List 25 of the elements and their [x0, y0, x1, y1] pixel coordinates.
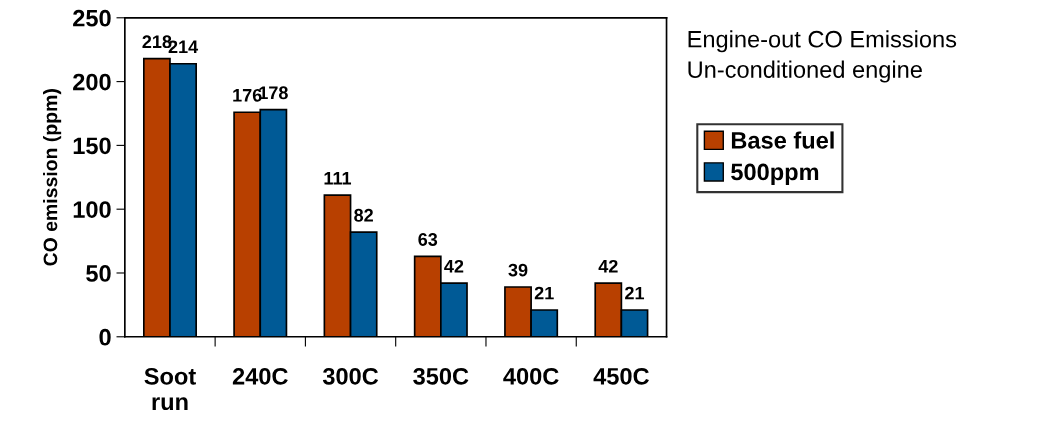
y-axis-title: CO emission (ppm) [43, 89, 62, 266]
text: Engine-out CO Emissions [688, 30, 957, 53]
x-tick-label: 400C [503, 367, 559, 385]
x-tick-label: 300C [322, 367, 379, 385]
x-tick-label: Soot run [144, 367, 196, 411]
data-label: 82 [354, 208, 373, 222]
y-tick-label: 150 [73, 137, 111, 155]
data-label: 42 [598, 259, 618, 273]
x-tick-label: 350C [413, 367, 469, 385]
y-tick-label: 250 [73, 9, 111, 27]
data-label: 111 [324, 172, 352, 185]
data-label: 42 [444, 259, 464, 273]
data-label: 63 [418, 233, 438, 246]
y-tick-label: 200 [73, 73, 111, 91]
legend-label: Base fuel [731, 131, 834, 149]
legend-label: 500ppm [731, 163, 819, 186]
x-tick-label: 450C [593, 367, 649, 385]
y-tick-label: 100 [73, 201, 111, 218]
x-tick-label: 240C [232, 367, 288, 385]
y-tick-label: 0 [99, 328, 111, 346]
data-label: 39 [508, 263, 528, 277]
text: Un-conditioned engine [688, 60, 922, 83]
y-tick-label: 50 [86, 265, 111, 282]
data-label: 21 [625, 286, 645, 300]
data-label: 21 [534, 286, 554, 300]
